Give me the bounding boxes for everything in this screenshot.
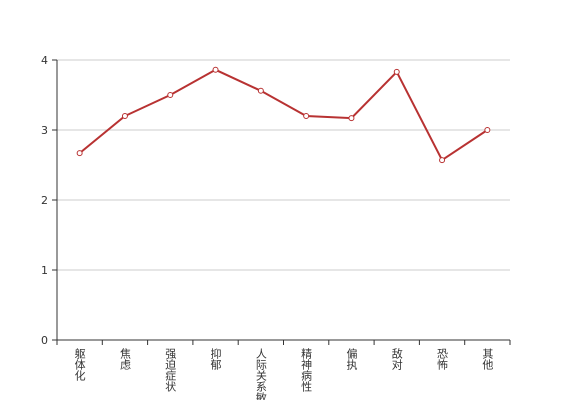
x-tick-label: 人际关系敏感 <box>254 348 267 400</box>
x-tick-label: 偏执 <box>345 347 358 371</box>
x-tick-label: 精神病性 <box>300 348 313 393</box>
x-tick-label: 强迫症状 <box>164 348 177 392</box>
point <box>167 92 174 98</box>
y-tick-label: 3 <box>41 124 48 137</box>
x-tick-label: 抑郁 <box>209 347 222 370</box>
point <box>484 127 491 133</box>
y-tick-label: 1 <box>41 264 48 277</box>
point <box>439 157 446 164</box>
y-tick-label: 4 <box>41 54 48 67</box>
x-tick-label: 其他 <box>481 348 494 370</box>
point <box>121 113 128 119</box>
point <box>212 66 219 73</box>
line <box>79 68 488 162</box>
x-tick-label: 敌对 <box>390 347 403 370</box>
point <box>348 115 355 122</box>
x-tick-label: 恐怖 <box>436 348 449 370</box>
point <box>76 150 83 157</box>
y-tick-label: 0 <box>41 334 48 347</box>
point <box>393 68 400 75</box>
x-tick-label: 焦虑 <box>118 348 131 370</box>
y-tick-label: 2 <box>41 194 48 207</box>
point <box>257 87 264 94</box>
point <box>303 113 310 119</box>
x-tick-label: 躯体化 <box>73 348 86 382</box>
